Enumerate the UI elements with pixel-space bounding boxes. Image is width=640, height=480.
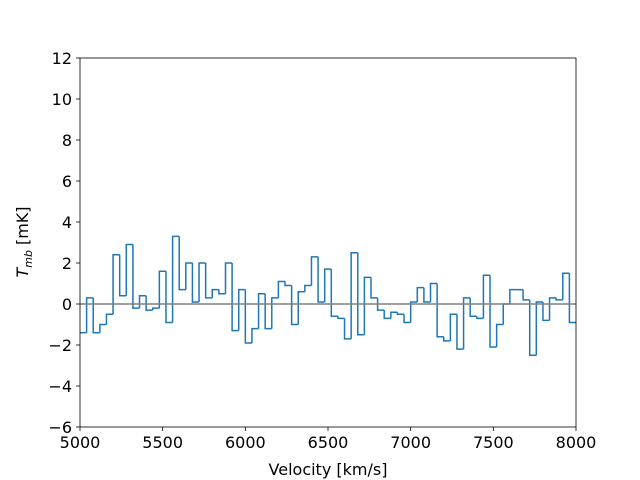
- step-segment: [297, 290, 305, 325]
- step-segment: [244, 289, 252, 344]
- step-segment: [112, 254, 120, 315]
- y-label-symbol: T: [13, 267, 32, 278]
- x-tick-label: 5500: [142, 433, 183, 452]
- step-segment: [132, 244, 140, 309]
- step-segment: [436, 283, 444, 338]
- step-segment: [568, 273, 576, 324]
- step-segment: [535, 301, 543, 356]
- step-segment: [370, 277, 378, 299]
- step-segment: [251, 327, 259, 343]
- x-tick-label: 7000: [390, 433, 431, 452]
- step-segment: [290, 285, 299, 326]
- x-tick-label: 7500: [473, 433, 514, 452]
- step-segment: [310, 256, 319, 286]
- x-axis-label: Velocity [km/s]: [269, 460, 388, 479]
- step-segment: [271, 297, 279, 329]
- step-segment: [562, 272, 570, 300]
- step-segment: [449, 313, 457, 341]
- step-segment: [304, 284, 312, 292]
- x-tick-label: 8000: [556, 433, 597, 452]
- y-tick-label: −2: [48, 336, 72, 355]
- step-segment: [462, 297, 471, 350]
- step-segment: [469, 297, 477, 318]
- step-segment: [409, 301, 418, 323]
- step-segment: [502, 303, 510, 325]
- step-segment: [376, 297, 385, 311]
- step-segment: [237, 288, 246, 331]
- step-segment: [548, 297, 557, 321]
- step-segment: [330, 269, 338, 318]
- y-tick-label: 6: [62, 172, 72, 191]
- y-tick-label: 10: [52, 90, 72, 109]
- step-segment: [456, 314, 464, 350]
- step-segment: [555, 297, 563, 301]
- y-axis-label: Tmb [mK]: [13, 206, 35, 277]
- step-segment: [357, 252, 365, 336]
- step-segment: [231, 263, 239, 332]
- step-segment: [429, 282, 438, 302]
- step-segment: [277, 280, 286, 298]
- step-segment: [522, 289, 530, 301]
- x-tick-label: 6500: [308, 433, 349, 452]
- step-segment: [542, 301, 550, 322]
- y-tick-label: −4: [48, 377, 72, 396]
- step-segment: [198, 262, 206, 302]
- step-segment: [118, 254, 127, 297]
- y-tick-label: 4: [62, 213, 72, 232]
- step-segment: [105, 313, 114, 325]
- step-segment: [171, 235, 180, 323]
- step-segment: [363, 276, 371, 335]
- step-segment: [337, 316, 345, 320]
- plot-frame: [79, 57, 577, 428]
- y-tick-label: 12: [52, 49, 72, 68]
- step-segment: [92, 297, 100, 334]
- y-tick-label: 8: [62, 131, 72, 150]
- step-segment: [151, 307, 160, 311]
- step-segment: [495, 323, 504, 348]
- x-tick-label: 6000: [225, 433, 266, 452]
- step-segment: [99, 323, 107, 333]
- step-segment: [284, 281, 292, 287]
- step-segment: [185, 262, 193, 290]
- step-segment: [528, 299, 537, 356]
- step-segment: [125, 243, 133, 296]
- step-segment: [489, 275, 497, 348]
- step-segment: [403, 314, 411, 324]
- step-segment: [218, 289, 226, 295]
- y-tick-label: −6: [48, 418, 72, 437]
- step-segment: [509, 288, 517, 304]
- x-tick-label: 5000: [60, 433, 101, 452]
- step-segment: [178, 236, 186, 291]
- step-segment: [257, 293, 266, 329]
- step-segment: [85, 297, 94, 333]
- step-segment: [323, 268, 332, 302]
- step-segment: [145, 295, 153, 311]
- step-segment: [204, 263, 213, 299]
- y-tick-label: 2: [62, 254, 72, 273]
- step-segment: [264, 293, 272, 330]
- step-segment: [416, 286, 424, 302]
- step-segment: [396, 312, 405, 315]
- y-label-subscript: mb: [22, 250, 35, 268]
- step-segment: [224, 262, 233, 294]
- step-segment: [476, 316, 484, 320]
- step-segment: [423, 287, 431, 303]
- step-segment: [390, 311, 398, 319]
- step-segment: [191, 263, 200, 303]
- step-segment: [343, 318, 352, 340]
- step-segment: [442, 336, 451, 342]
- y-label-unit: [mK]: [13, 206, 32, 245]
- y-tick-label: 0: [62, 295, 72, 314]
- step-segment: [158, 270, 166, 309]
- step-segment: [317, 256, 325, 303]
- step-segment: [383, 310, 391, 320]
- step-segment: [211, 288, 219, 298]
- step-segment: [165, 271, 173, 324]
- step-segment: [482, 274, 491, 319]
- step-segment: [350, 252, 358, 339]
- step-segment: [138, 295, 147, 309]
